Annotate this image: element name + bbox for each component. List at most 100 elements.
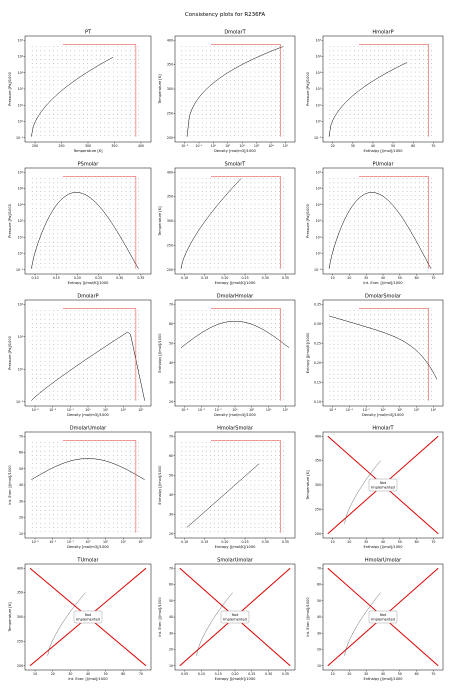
data-point [366,114,367,115]
data-point [125,195,127,196]
data-point [254,88,256,90]
data-point [117,373,118,375]
data-point [242,263,244,264]
data-point [125,84,127,86]
data-point [129,114,131,115]
data-point [414,195,416,196]
data-point [349,71,351,73]
data-point [205,386,207,388]
data-point [246,237,248,239]
data-point [193,199,195,201]
data-point [234,365,235,366]
x-tick-label: 10⁰ [85,408,91,412]
data-point [83,335,84,337]
data-point [57,97,59,98]
data-point [218,361,219,362]
data-point [138,314,140,316]
x-tick-label: 0.25 [242,276,249,280]
data-point [337,50,339,52]
data-point [337,310,339,311]
plot-area [328,44,432,137]
data-point [230,224,231,226]
data-point [48,258,50,260]
data-point [218,335,219,337]
data-point [104,331,105,333]
data-point [209,310,211,311]
data-point [74,369,76,371]
data-point [234,63,235,64]
x-tick-label: 10⁴ [268,144,274,148]
data-point [201,67,203,69]
data-point [66,340,67,341]
data-point [121,203,123,205]
data-point [193,365,195,366]
data-point [390,224,392,226]
data-point [378,254,379,256]
data-point [341,250,343,251]
data-point [270,97,272,98]
data-point [349,258,351,260]
data-point [87,97,88,98]
data-point [57,186,59,188]
data-point [214,182,215,184]
data-point [357,109,359,111]
data-point [262,310,264,311]
data-point [121,356,123,358]
data-point [134,382,135,383]
data-point [254,340,256,341]
data-point [40,373,41,375]
data-point [74,203,76,205]
data-point [205,365,207,366]
data-point [258,331,260,333]
data-point [74,382,76,383]
data-point [134,63,135,64]
data-point [283,382,284,383]
y-tick-label: 10⁻² [16,400,24,404]
data-point [234,84,235,86]
data-point [78,365,80,366]
data-point [283,216,284,218]
data-point [134,109,135,111]
data-point [201,378,203,379]
data-point [394,191,396,192]
data-point [254,46,256,47]
data-point [95,131,97,132]
data-point [197,84,199,86]
data-point [246,71,248,73]
data-point [234,237,235,239]
data-point [258,344,260,345]
data-point [414,191,416,192]
data-point [201,118,203,119]
data-point [95,395,97,396]
data-point [398,250,400,251]
data-point [121,101,123,102]
data-point [57,84,59,86]
data-point [83,246,84,247]
data-point [193,122,195,124]
data-point [134,118,135,119]
y-tick-label: 10² [18,219,24,223]
data-point [87,335,88,337]
data-point [418,46,420,47]
data-point [402,59,404,60]
data-point [431,126,432,128]
data-point [83,195,84,196]
data-point [193,361,195,362]
data-point [262,186,264,188]
data-point [40,378,41,379]
data-point [250,109,252,111]
x-tick-label: 30 [364,276,368,280]
data-point [270,224,272,226]
data-point [414,46,416,47]
data-point [78,182,80,184]
data-point [201,267,203,268]
data-point [333,92,335,94]
data-point [374,76,375,77]
data-point [44,241,46,243]
data-point [427,199,428,201]
saturation-curve [180,320,290,348]
data-point [31,241,33,243]
data-point [138,122,140,124]
data-point [279,131,280,132]
data-point [189,92,191,94]
